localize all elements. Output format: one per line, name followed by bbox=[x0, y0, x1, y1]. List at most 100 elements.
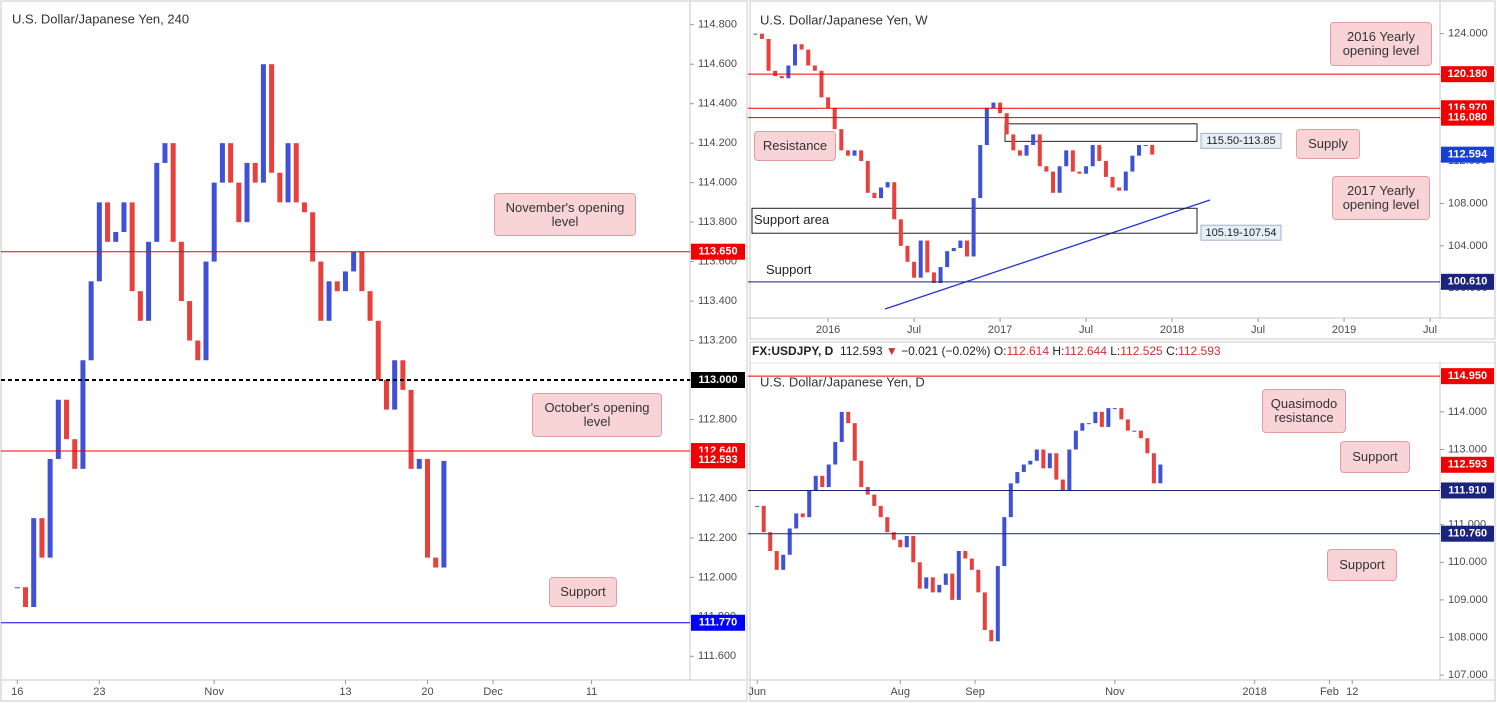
candle bbox=[898, 219, 903, 246]
candle bbox=[1015, 472, 1020, 484]
price-tag bbox=[1441, 146, 1494, 163]
candle bbox=[162, 143, 168, 163]
candle bbox=[14, 587, 20, 589]
low: 112.525 bbox=[1120, 344, 1163, 358]
candle bbox=[1024, 145, 1029, 156]
price-tag-text: 100.610 bbox=[1448, 276, 1488, 288]
candle bbox=[424, 458, 430, 558]
price-tag bbox=[1441, 109, 1494, 126]
price-tag bbox=[1441, 456, 1494, 473]
chart-title: U.S. Dollar/Japanese Yen, W bbox=[760, 12, 928, 27]
open-label: O: bbox=[993, 344, 1007, 358]
candle bbox=[905, 245, 910, 262]
x-tick-label: 20 bbox=[421, 686, 433, 698]
candle bbox=[1011, 134, 1016, 151]
candle bbox=[852, 150, 857, 156]
callout: 2017 Yearly opening level bbox=[1332, 176, 1430, 220]
candle bbox=[1077, 171, 1082, 174]
candle bbox=[839, 411, 844, 442]
x-tick-label: 2019 bbox=[1332, 324, 1356, 336]
candle bbox=[774, 551, 779, 570]
y-tick-label: 114.600 bbox=[698, 58, 737, 70]
candle bbox=[832, 107, 837, 130]
candle bbox=[951, 247, 956, 252]
candle bbox=[1150, 145, 1155, 155]
candle bbox=[885, 517, 890, 533]
candle bbox=[137, 291, 143, 321]
candle bbox=[904, 535, 909, 548]
candle bbox=[383, 380, 389, 410]
x-tick-label: Jun bbox=[748, 686, 766, 698]
candle bbox=[129, 202, 135, 292]
y-tick-label: 113.200 bbox=[698, 334, 737, 346]
candle bbox=[786, 65, 791, 79]
open: 112.614 bbox=[1006, 344, 1050, 358]
x-tick-label: 2017 bbox=[988, 324, 1012, 336]
candle bbox=[1008, 483, 1013, 518]
candle bbox=[1080, 423, 1085, 431]
y-tick-label: 107.000 bbox=[1448, 669, 1488, 681]
candle bbox=[755, 505, 760, 507]
candle bbox=[839, 129, 844, 151]
candle bbox=[178, 241, 184, 302]
candle bbox=[812, 65, 817, 71]
candle bbox=[318, 261, 324, 321]
candle bbox=[1041, 449, 1046, 469]
candle bbox=[989, 629, 994, 642]
x-tick-label: 2018 bbox=[1242, 686, 1266, 698]
price-tag-text: 111.910 bbox=[1448, 484, 1487, 496]
panel-frame bbox=[749, 341, 1496, 702]
x-tick-label: 12 bbox=[1346, 686, 1358, 698]
candle bbox=[392, 360, 398, 410]
candle bbox=[931, 272, 936, 283]
zone-tag bbox=[1200, 132, 1282, 149]
y-tick-label: 109.000 bbox=[1448, 594, 1488, 606]
y-tick-label: 108.000 bbox=[1448, 631, 1488, 643]
candle bbox=[277, 172, 283, 203]
y-tick-label: 114.000 bbox=[1448, 406, 1487, 418]
candle bbox=[965, 240, 969, 257]
candle bbox=[826, 464, 831, 488]
y-tick-label: 108.000 bbox=[1448, 197, 1488, 209]
panel-frame bbox=[749, 0, 1496, 340]
x-tick-label: 2018 bbox=[1160, 324, 1184, 336]
candle bbox=[170, 143, 176, 242]
candle bbox=[1097, 145, 1102, 161]
symbol: FX:USDJPY, D bbox=[752, 344, 834, 358]
candle bbox=[96, 202, 102, 282]
candle bbox=[956, 551, 961, 600]
price-tag bbox=[1441, 525, 1494, 542]
y-tick-label: 113.400 bbox=[698, 295, 737, 307]
candle bbox=[269, 64, 275, 173]
candle bbox=[885, 182, 890, 188]
price-tag-text: 116.080 bbox=[1448, 112, 1487, 124]
callout: 2016 Yearly opening level bbox=[1330, 22, 1432, 66]
candle bbox=[859, 150, 864, 161]
candle bbox=[1057, 166, 1062, 193]
candle bbox=[1117, 187, 1122, 191]
y-tick-label: 113.800 bbox=[698, 216, 737, 228]
x-tick-label: Sep bbox=[965, 686, 985, 698]
y-tick-label: 114.400 bbox=[698, 98, 737, 110]
callout: Support bbox=[549, 577, 617, 607]
candle bbox=[891, 532, 896, 540]
candle bbox=[1021, 464, 1026, 473]
candle bbox=[943, 573, 948, 585]
callout: October's opening level bbox=[532, 393, 662, 437]
candle bbox=[924, 577, 929, 589]
candle bbox=[203, 261, 209, 361]
candle bbox=[121, 202, 127, 232]
x-tick-label: 11 bbox=[586, 686, 597, 698]
price-tag-text: 112.593 bbox=[698, 454, 737, 466]
candle bbox=[859, 460, 864, 488]
change-arrow: ▼ bbox=[885, 344, 898, 358]
chart-title: U.S. Dollar/Japanese Yen, 240 bbox=[12, 11, 189, 26]
candle bbox=[1093, 411, 1098, 424]
candle bbox=[228, 143, 234, 183]
x-tick-label: Jul bbox=[907, 324, 921, 336]
candle bbox=[917, 562, 922, 589]
y-tick-label: 113.000 bbox=[1448, 443, 1487, 455]
candle bbox=[351, 251, 357, 272]
candle bbox=[1064, 150, 1069, 167]
